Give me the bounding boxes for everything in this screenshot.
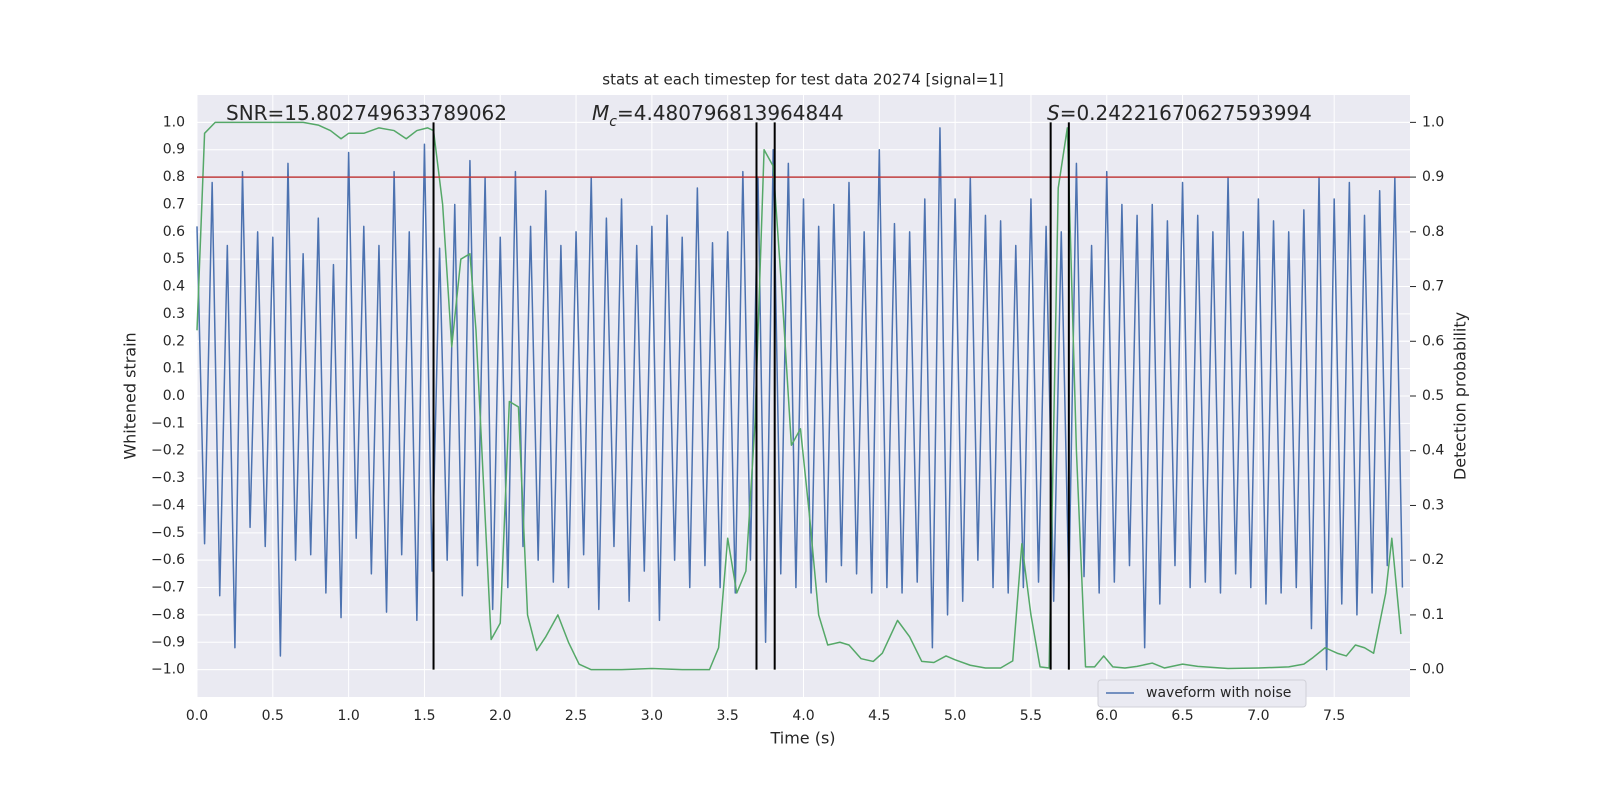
x-tick-label: 1.5 bbox=[413, 708, 435, 724]
y-tick-label: 0.5 bbox=[163, 251, 185, 267]
y-tick-label: 0.4 bbox=[163, 279, 185, 295]
series-line bbox=[196, 127, 1404, 671]
annotation-text: =4.480796813964844 bbox=[617, 101, 844, 125]
y-tick-label: 0.0 bbox=[163, 388, 185, 404]
x-tick-label: 7.5 bbox=[1323, 708, 1345, 724]
annotation-text: SNR=15.802749633789062 bbox=[226, 101, 507, 125]
y2-tick-label: 0.8 bbox=[1422, 224, 1444, 240]
x-tick-label: 6.0 bbox=[1096, 708, 1118, 724]
y-tick-label: −0.5 bbox=[151, 525, 185, 541]
y-tick-label: −0.2 bbox=[151, 443, 185, 459]
x-tick-label: 6.5 bbox=[1171, 708, 1193, 724]
y-tick-label: −0.9 bbox=[151, 634, 185, 650]
y2-tick-label: 0.2 bbox=[1422, 552, 1444, 568]
y-tick-label: −0.6 bbox=[151, 552, 185, 568]
x-tick-label: 7.0 bbox=[1247, 708, 1269, 724]
y2-tick-label: 1.0 bbox=[1422, 114, 1444, 130]
annotation: Mc=4.480796813964844 bbox=[592, 101, 844, 131]
y-tick-label: −0.7 bbox=[151, 580, 185, 596]
y2-tick-label: 0.0 bbox=[1422, 662, 1444, 678]
x-tick-label: 3.0 bbox=[641, 708, 663, 724]
y-tick-label: 0.9 bbox=[163, 142, 185, 158]
y-tick-label: 0.3 bbox=[163, 306, 185, 322]
y-tick-label: 0.2 bbox=[163, 333, 185, 349]
y-tick-label: 0.7 bbox=[163, 196, 185, 212]
annotation-text: =0.24221670627593994 bbox=[1060, 101, 1312, 125]
y-tick-label: −0.8 bbox=[151, 607, 185, 623]
x-tick-label: 1.0 bbox=[337, 708, 359, 724]
y-tick-label: 0.8 bbox=[163, 169, 185, 185]
y2-tick-label: 0.3 bbox=[1422, 497, 1444, 513]
annotation-subscript: c bbox=[609, 114, 617, 130]
y-tick-label: −0.1 bbox=[151, 415, 185, 431]
y2-tick-label: 0.5 bbox=[1422, 388, 1444, 404]
x-tick-label: 2.0 bbox=[489, 708, 511, 724]
y-axis-label: Whitened strain bbox=[121, 332, 140, 459]
y2-axis-label: Detection probability bbox=[1451, 312, 1470, 480]
x-tick-label: 0.5 bbox=[262, 708, 284, 724]
y2-tick-label: 0.1 bbox=[1422, 607, 1444, 623]
legend-box bbox=[1097, 679, 1307, 708]
annotation-symbol: M bbox=[592, 101, 609, 125]
annotation-symbol: S bbox=[1047, 101, 1060, 125]
y2-tick-label: 0.9 bbox=[1422, 169, 1444, 185]
annotation: S=0.24221670627593994 bbox=[1047, 101, 1312, 125]
y-tick-label: −0.4 bbox=[151, 497, 185, 513]
y-tick-label: 1.0 bbox=[163, 114, 185, 130]
x-tick-label: 4.0 bbox=[792, 708, 814, 724]
y-tick-label: 0.1 bbox=[163, 361, 185, 377]
y-tick-label: 0.6 bbox=[163, 224, 185, 240]
x-tick-label: 3.5 bbox=[717, 708, 739, 724]
legend-label: waveform with noise bbox=[1146, 685, 1291, 701]
y2-tick-label: 0.6 bbox=[1422, 333, 1444, 349]
chart-title: stats at each timestep for test data 202… bbox=[602, 71, 1003, 89]
y-tick-label: −1.0 bbox=[151, 662, 185, 678]
annotation: SNR=15.802749633789062 bbox=[226, 101, 507, 125]
series-line bbox=[196, 121, 1402, 671]
y2-tick-label: 0.7 bbox=[1422, 279, 1444, 295]
x-tick-label: 2.5 bbox=[565, 708, 587, 724]
x-tick-label: 0.0 bbox=[186, 708, 208, 724]
y2-tick-label: 0.4 bbox=[1422, 443, 1444, 459]
x-axis-label: Time (s) bbox=[769, 729, 835, 748]
x-tick-label: 5.5 bbox=[1020, 708, 1042, 724]
x-tick-label: 4.5 bbox=[868, 708, 890, 724]
y-tick-label: −0.3 bbox=[151, 470, 185, 486]
x-tick-label: 5.0 bbox=[944, 708, 966, 724]
